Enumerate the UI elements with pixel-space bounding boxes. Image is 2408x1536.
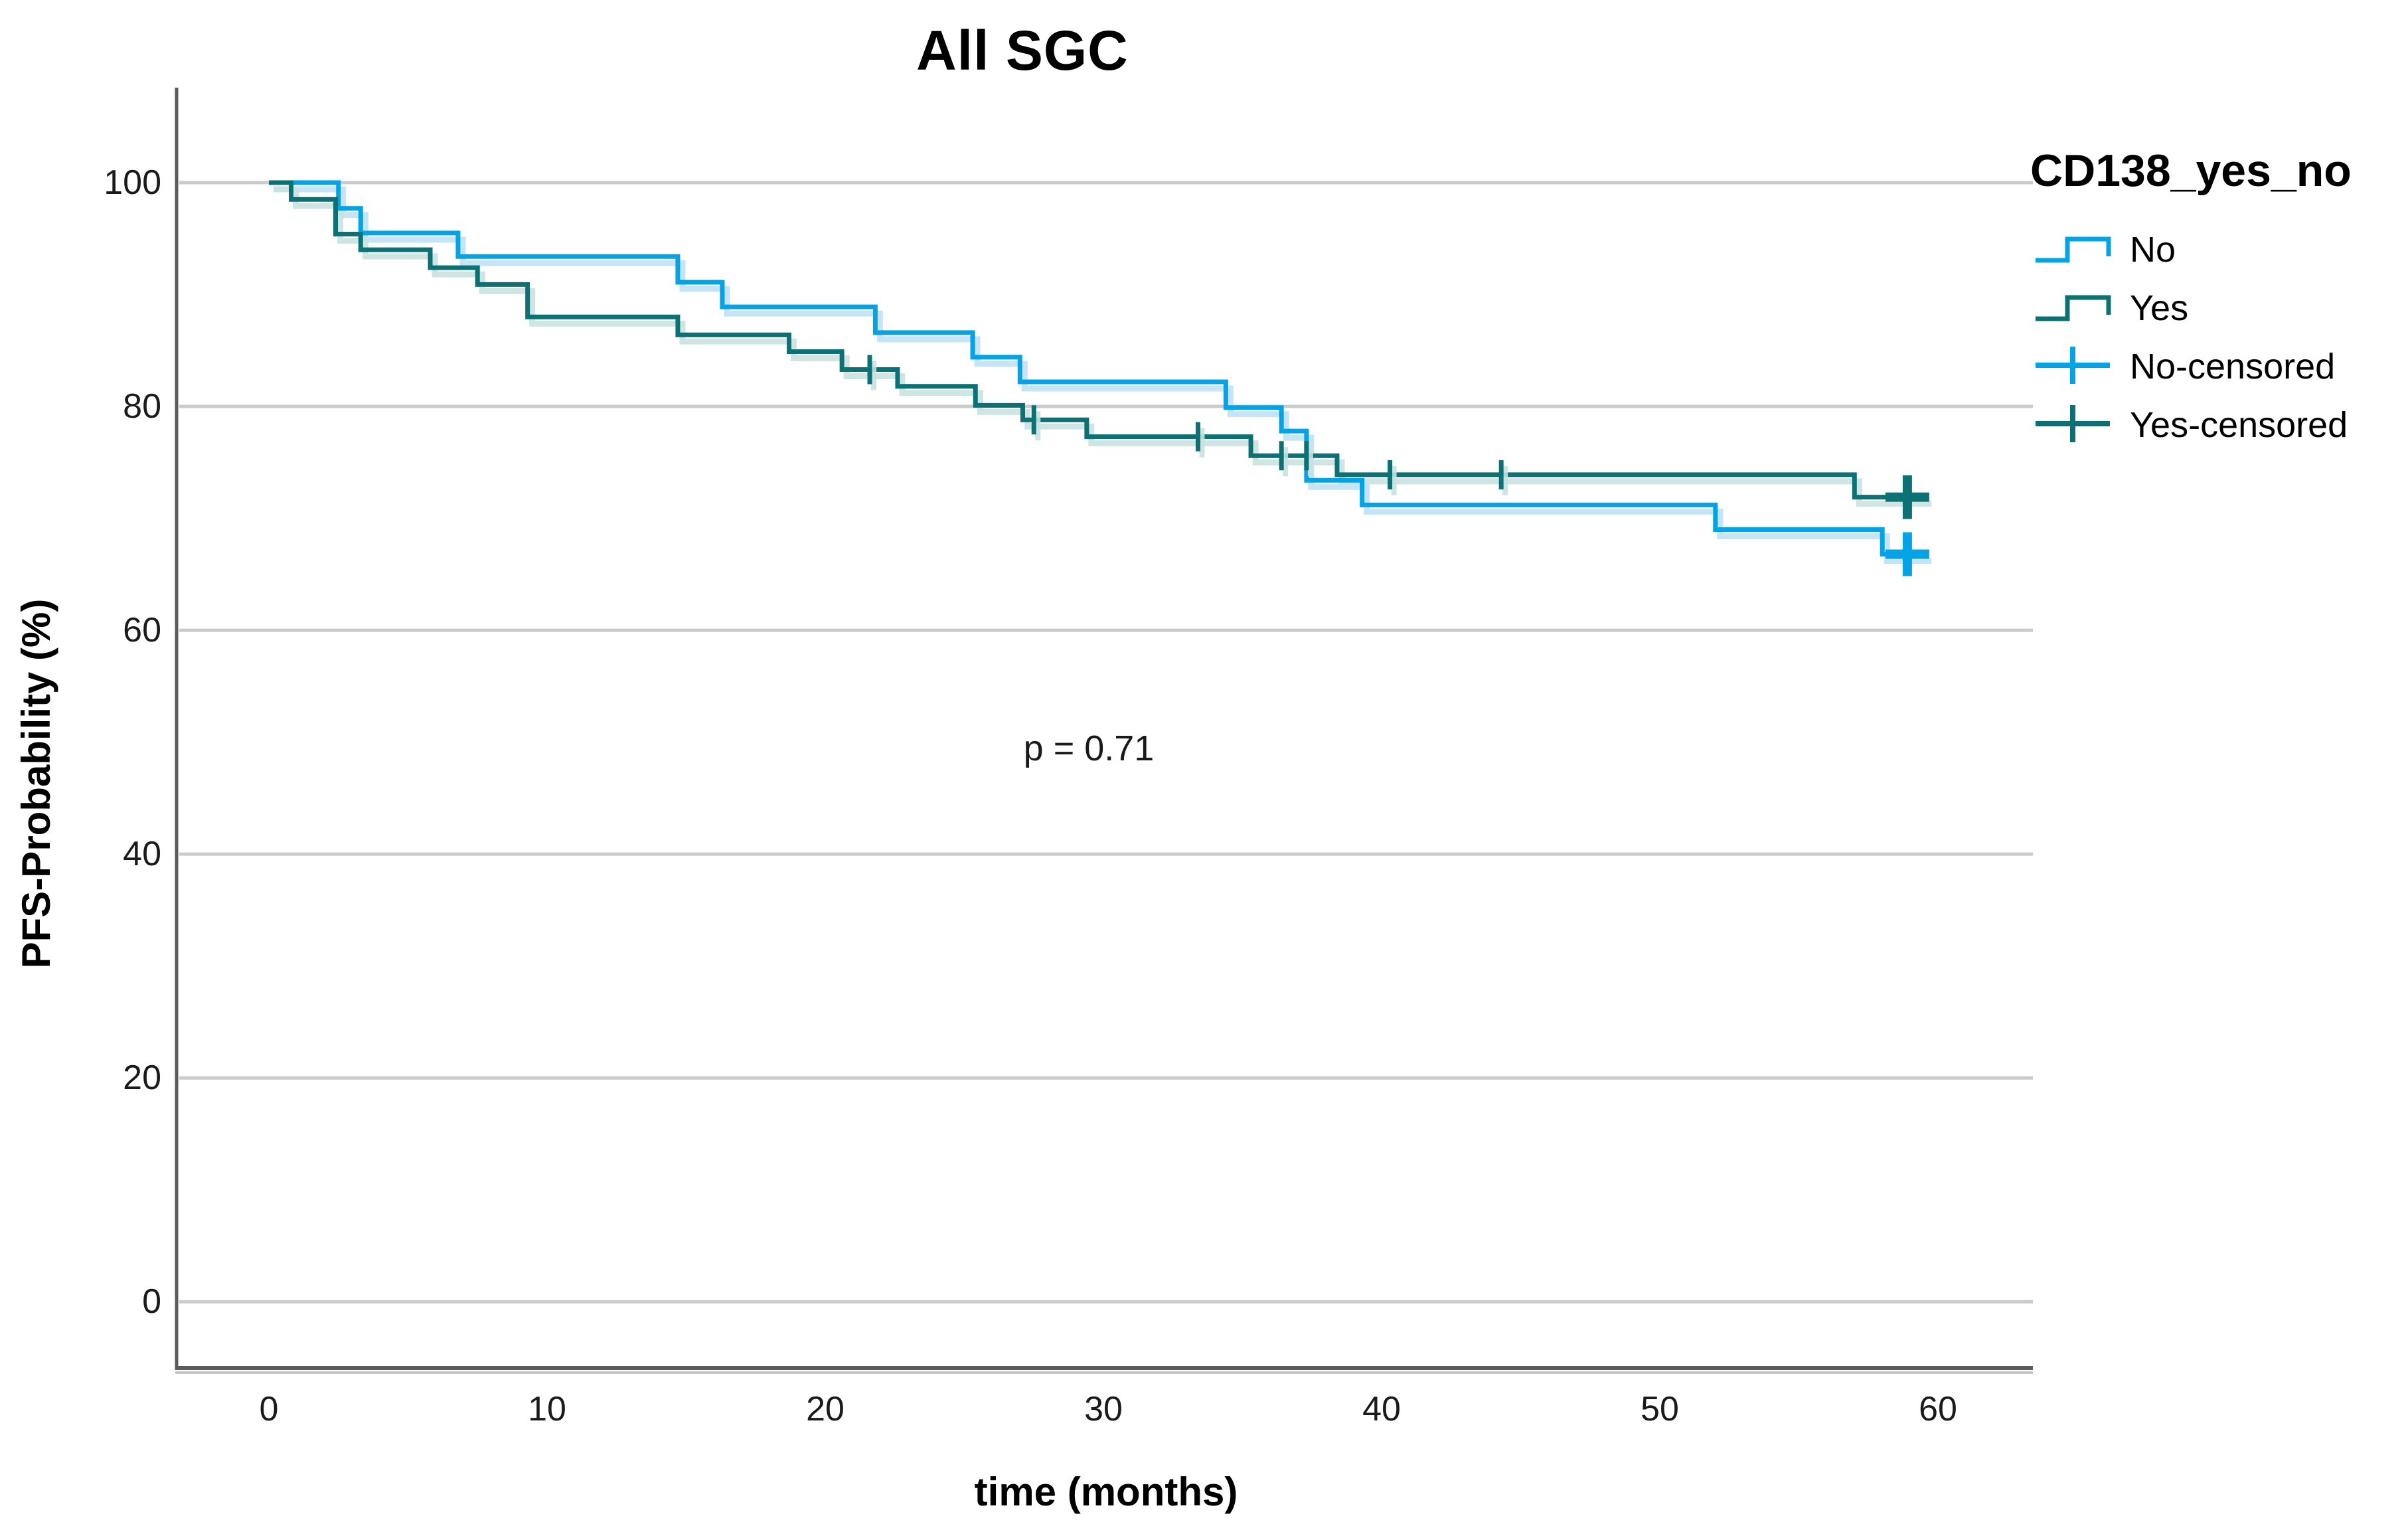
y-tick-label-40: 40 <box>123 835 161 874</box>
y-axis-title: PFS-Probability (%) <box>14 598 58 969</box>
legend-item-no: No <box>2030 220 2408 279</box>
p-value-annotation: p = 0.71 <box>1023 728 1155 768</box>
x-tick-label-20: 20 <box>806 1390 844 1428</box>
chart-title: All SGC <box>916 19 1129 82</box>
km-curve-yes <box>269 180 1927 500</box>
y-tick-label-20: 20 <box>123 1059 161 1098</box>
km-curve-no <box>269 180 1927 557</box>
km-curve-shadow-no <box>274 186 1932 564</box>
legend-item-label: No <box>2130 230 2176 270</box>
legend-step-line-icon <box>2030 286 2130 331</box>
x-tick-label-0: 0 <box>259 1390 279 1428</box>
km-curve-shadow-yes <box>274 186 1932 507</box>
legend-item-yes: Yes <box>2030 279 2408 337</box>
y-tick-label-0: 0 <box>142 1282 161 1322</box>
legend-step-line-icon <box>2030 227 2130 273</box>
x-axis-title: time (months) <box>974 1470 1238 1514</box>
legend-item-label: No-censored <box>2130 347 2336 386</box>
legend: CD138_yes_no No Yes No-censored Yes-censore… <box>2030 145 2408 454</box>
legend-item-label: Yes <box>2130 288 2189 328</box>
x-tick-label-10: 10 <box>528 1390 566 1428</box>
y-tick-label-80: 80 <box>123 387 161 426</box>
legend-item-label: Yes-censored <box>2130 405 2348 445</box>
legend-items: No Yes No-censored Yes-censored <box>2030 220 2408 454</box>
legend-censored-plus-icon <box>2030 402 2130 448</box>
y-tick-label-100: 100 <box>104 163 161 202</box>
x-tick-label-30: 30 <box>1084 1390 1123 1428</box>
legend-censored-plus-icon <box>2030 344 2130 390</box>
x-tick-label-50: 50 <box>1641 1390 1679 1428</box>
legend-item-no-censored: No-censored <box>2030 337 2408 396</box>
x-tick-label-40: 40 <box>1362 1390 1401 1428</box>
legend-title: CD138_yes_no <box>2030 145 2352 196</box>
y-tick-label-60: 60 <box>123 611 161 650</box>
x-tick-label-60: 60 <box>1919 1390 1957 1428</box>
legend-item-yes-censored: Yes-censored <box>2030 396 2408 454</box>
